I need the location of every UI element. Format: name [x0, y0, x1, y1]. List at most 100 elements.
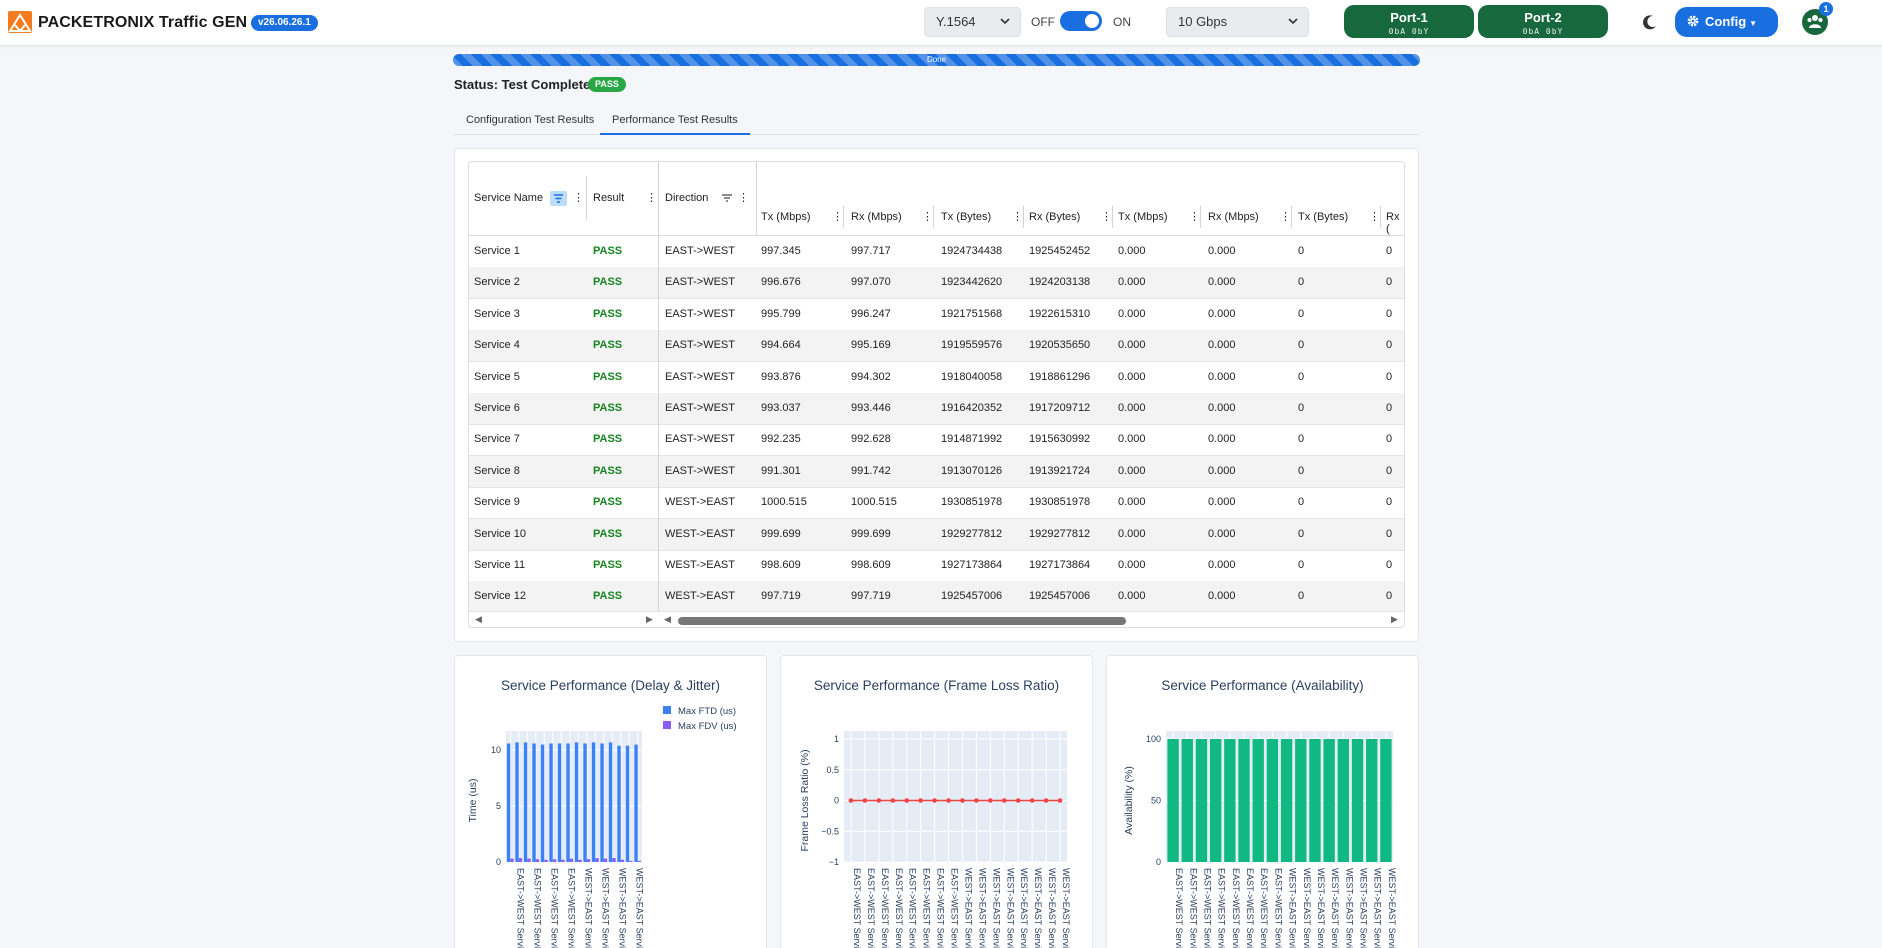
port-1-label: Port-1: [1390, 10, 1428, 25]
table-row[interactable]: Service 12 PASS WEST->EAST 997.719 997.719 19…: [469, 581, 1404, 614]
availability-chart: 0 50 100 Availability (%) EAST->WEST Service…: [1123, 731, 1397, 948]
bar: [634, 744, 638, 862]
speed-select[interactable]: 10 Gbps: [1166, 7, 1309, 37]
col-header-yellow-rx-bytes[interactable]: Rx (: [1386, 211, 1400, 235]
scroll-left-arrow-icon[interactable]: ◀: [664, 614, 671, 624]
column-menu-icon[interactable]: ⋮: [573, 192, 584, 204]
tab-configuration-test-results[interactable]: Configuration Test Results: [466, 114, 595, 126]
cell-green-rx-bytes: 1925457006: [1029, 590, 1091, 603]
cell-green-tx-mbps: 994.664: [761, 339, 801, 352]
x-tick-label: EAST->WEST Service 5: [1231, 868, 1241, 948]
x-tick-label: EAST->WEST Service 8: [950, 868, 960, 948]
column-menu-icon[interactable]: ⋮: [832, 211, 843, 223]
horizontal-scrollbar[interactable]: ◀ ▶ ◀ ▶: [469, 611, 1404, 627]
frame-loss-chart: 1 0.5 0 −0.5 −1 Frame Loss Ratio (%) EAST->WES…: [799, 731, 1071, 948]
col-header-green-tx-bytes[interactable]: Tx (Bytes): [941, 211, 992, 223]
cell-green-rx-bytes: 1925452452: [1029, 245, 1091, 257]
table-row[interactable]: Service 6 PASS EAST->WEST 993.037 993.446 191…: [469, 393, 1404, 425]
cell-yellow-rx-mbps: 0.000: [1208, 433, 1236, 446]
cell-direction: EAST->WEST: [665, 402, 735, 414]
cell-direction: EAST->WEST: [665, 276, 735, 289]
column-menu-icon[interactable]: ⋮: [1369, 211, 1380, 223]
cell-green-tx-bytes: 1919559576: [941, 339, 1003, 352]
frame-loss-chart-card: Service Performance (Frame Loss Ratio) 1…: [780, 655, 1093, 948]
x-tick-label: EAST->WEST Service 7: [567, 868, 577, 948]
cell-result: PASS: [593, 370, 623, 383]
scrollbar-thumb[interactable]: [678, 617, 1126, 625]
column-menu-icon[interactable]: ⋮: [738, 192, 749, 204]
table-row[interactable]: Service 1 PASS EAST->WEST 997.345 997.717 192…: [469, 236, 1404, 268]
cell-green-tx-bytes: 1913070126: [941, 464, 1003, 477]
col-header-green-rx-mbps[interactable]: Rx (Mbps): [851, 211, 902, 223]
scroll-right-arrow-icon[interactable]: ▶: [1391, 614, 1398, 624]
col-header-green-rx-bytes[interactable]: Rx (Bytes): [1029, 211, 1081, 223]
users-button[interactable]: [1802, 9, 1828, 35]
column-menu-icon[interactable]: ⋮: [922, 211, 933, 223]
x-tick-label: WEST->EAST Service 16: [1387, 868, 1397, 948]
cell-yellow-tx-mbps: 0.000: [1118, 307, 1146, 320]
tab-performance-test-results[interactable]: Performance Test Results: [600, 108, 750, 135]
x-tick-label: EAST->WEST Service 2: [1188, 868, 1198, 948]
table-row[interactable]: Service 10 PASS WEST->EAST 999.699 999.699 19…: [469, 518, 1404, 551]
cell-yellow-rx-mbps: 0.000: [1208, 370, 1236, 383]
cell-green-tx-mbps: 992.235: [761, 433, 801, 446]
cell-direction: EAST->WEST: [665, 464, 735, 477]
bar: [620, 859, 625, 862]
table-row[interactable]: Service 5 PASS EAST->WEST 993.876 994.302 191…: [469, 362, 1404, 394]
x-tick-label: WEST->EAST Service 13: [618, 868, 628, 948]
cell-green-rx-bytes: 1929277812: [1029, 527, 1091, 540]
col-header-yellow-tx-bytes[interactable]: Tx (Bytes): [1298, 211, 1349, 223]
cell-yellow-tx-mbps: 0.000: [1118, 433, 1146, 446]
table-row[interactable]: Service 7 PASS EAST->WEST 992.235 992.628 191…: [469, 424, 1404, 457]
col-header-service-name[interactable]: Service Name: [474, 192, 544, 204]
dark-mode-moon-icon[interactable]: [1641, 13, 1659, 31]
test-type-select[interactable]: Y.1564: [924, 7, 1021, 37]
column-menu-icon[interactable]: ⋮: [646, 192, 657, 204]
progress-label: Done: [926, 55, 947, 64]
cell-green-rx-bytes: 1930851978: [1029, 496, 1091, 509]
col-header-green-tx-mbps[interactable]: Tx (Mbps): [761, 211, 811, 223]
table-row[interactable]: Service 8 PASS EAST->WEST 991.301 991.742 191…: [469, 455, 1404, 488]
active-filter-icon[interactable]: [550, 191, 567, 206]
bar: [1224, 739, 1236, 862]
cell-service-name: Service 5: [474, 370, 520, 383]
column-menu-icon[interactable]: ⋮: [1280, 211, 1291, 223]
table-row[interactable]: Service 11 PASS WEST->EAST 998.609 998.609 19…: [469, 550, 1404, 582]
delay-jitter-chart: 0 5 10 Time (us) EAST->WEST Service 1 EAST->W…: [467, 706, 737, 948]
col-header-yellow-tx-mbps[interactable]: Tx (Mbps): [1118, 211, 1168, 223]
cell-direction: EAST->WEST: [665, 245, 735, 257]
column-menu-icon[interactable]: ⋮: [1101, 211, 1112, 223]
x-tick-label: WEST->EAST Service 11: [601, 868, 611, 948]
col-header-result[interactable]: Result: [593, 192, 625, 204]
cell-green-tx-bytes: 1921751568: [941, 307, 1003, 320]
users-icon: [1807, 15, 1823, 28]
col-header-yellow-rx-mbps[interactable]: Rx (Mbps): [1208, 211, 1259, 223]
filter-icon[interactable]: [721, 193, 733, 203]
chevron-down-icon: [1288, 18, 1298, 25]
table-row[interactable]: Service 3 PASS EAST->WEST 995.799 996.247 192…: [469, 299, 1404, 331]
scroll-right-arrow-icon[interactable]: ▶: [646, 614, 653, 624]
port-2-button[interactable]: Port-2 0bA 0bY: [1478, 5, 1608, 38]
data-point: [1029, 798, 1035, 803]
cell-service-name: Service 8: [474, 464, 520, 477]
scroll-left-arrow-icon[interactable]: ◀: [475, 614, 482, 624]
port-1-button[interactable]: Port-1 0bA 0bY: [1344, 5, 1474, 38]
col-header-direction[interactable]: Direction: [665, 192, 709, 204]
table-row[interactable]: Service 9 PASS WEST->EAST 1000.515 1000.515 1…: [469, 487, 1404, 520]
port-2-label: Port-2: [1524, 10, 1562, 25]
table-row[interactable]: Service 4 PASS EAST->WEST 994.664 995.169 191…: [469, 330, 1404, 363]
speed-value: 10 Gbps: [1178, 14, 1228, 29]
bar: [583, 743, 587, 862]
bar: [625, 745, 630, 862]
config-dropdown-button[interactable]: Config ▼: [1675, 7, 1778, 37]
x-tick-label: WEST->EAST Service 9: [963, 868, 973, 948]
gear-icon: [1687, 15, 1699, 27]
column-menu-icon[interactable]: ⋮: [1189, 211, 1200, 223]
data-point: [1057, 798, 1063, 803]
cell-direction: EAST->WEST: [665, 339, 735, 352]
bar: [608, 742, 613, 862]
traffic-toggle-switch[interactable]: [1060, 11, 1102, 31]
test-status-text: Status: Test Complete: [454, 77, 591, 92]
column-menu-icon[interactable]: ⋮: [1012, 211, 1023, 223]
table-row[interactable]: Service 2 PASS EAST->WEST 996.676 997.070 192…: [469, 267, 1404, 300]
